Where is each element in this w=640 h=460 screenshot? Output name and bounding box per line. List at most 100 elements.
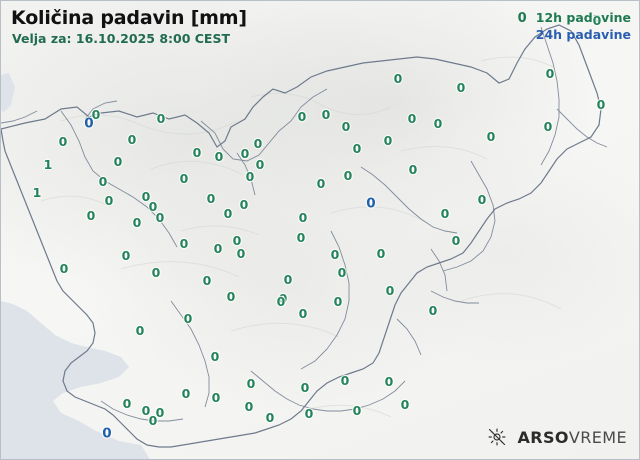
station-value: 0 xyxy=(333,293,343,309)
station-value: 0 xyxy=(132,214,142,230)
station-value: 0 xyxy=(141,188,151,204)
station-value: 0 xyxy=(210,348,220,364)
legend-sample-12h: 0 xyxy=(517,11,527,26)
station-value: 0 xyxy=(148,198,158,214)
station-value: 0 xyxy=(211,389,221,405)
station-value: 0 xyxy=(407,110,417,126)
station-value: 0 xyxy=(244,398,254,414)
station-value: 0 xyxy=(596,96,606,112)
station-value: 0 xyxy=(226,288,236,304)
station-value: 0 xyxy=(384,373,394,389)
station-value: 0 xyxy=(340,372,350,388)
station-value: 0 xyxy=(213,240,223,256)
station-value: 0 xyxy=(341,118,351,134)
station-value: 0 xyxy=(304,405,314,421)
station-value: 0 xyxy=(239,196,249,212)
brand-text: ARSOVREME xyxy=(517,428,627,447)
station-value: 0 xyxy=(179,170,189,186)
national-border xyxy=(1,24,602,448)
station-value: 0 xyxy=(321,106,331,122)
legend-row-24h: 24h padavine xyxy=(518,26,631,42)
station-value: 0 xyxy=(316,175,326,191)
station-value: 0 xyxy=(84,115,94,132)
legend-label-24h: 24h padavine xyxy=(535,27,631,42)
station-value: 0 xyxy=(343,167,353,183)
station-value: 0 xyxy=(148,412,158,428)
sea-area xyxy=(1,301,150,459)
valid-time-subtitle: Velja za: 16.10.2025 8:00 CEST xyxy=(12,31,230,46)
station-value: 0 xyxy=(330,246,340,262)
station-value: 0 xyxy=(98,173,108,189)
legend-label-12h: 12h padavine xyxy=(535,10,631,25)
station-value: 0 xyxy=(214,148,224,164)
station-value: 0 xyxy=(223,205,233,221)
station-value: 0 xyxy=(486,128,496,144)
station-value: 0 xyxy=(477,191,487,207)
station-value: 0 xyxy=(121,247,131,263)
station-value: 0 xyxy=(393,70,403,86)
station-value: 0 xyxy=(265,409,275,425)
station-value: 0 xyxy=(296,229,306,245)
station-value: 0 xyxy=(91,106,101,122)
station-value: 0 xyxy=(383,132,393,148)
station-value: 0 xyxy=(232,232,242,248)
station-value: 0 xyxy=(545,65,555,81)
station-value: 0 xyxy=(433,115,443,131)
station-value: 0 xyxy=(240,145,250,161)
station-value: 0 xyxy=(456,79,466,95)
station-value: 0 xyxy=(440,205,450,221)
station-value: 0 xyxy=(206,190,216,206)
brand-name-light: VREME xyxy=(568,427,627,447)
station-value: 0 xyxy=(253,135,263,151)
station-value: 0 xyxy=(366,195,376,212)
station-value: 0 xyxy=(300,379,310,395)
station-value: 0 xyxy=(352,402,362,418)
internal-boundaries xyxy=(1,26,608,422)
station-value: 0 xyxy=(181,385,191,401)
station-value: 0 xyxy=(592,12,602,28)
station-value: 0 xyxy=(400,396,410,412)
station-value: 0 xyxy=(385,282,395,298)
station-value: 0 xyxy=(298,305,308,321)
station-value: 0 xyxy=(156,110,166,126)
station-value: 0 xyxy=(102,425,112,442)
station-value: 0 xyxy=(278,290,288,306)
station-value: 0 xyxy=(255,156,265,172)
station-value: 0 xyxy=(113,153,123,169)
station-value: 0 xyxy=(135,322,145,338)
station-value: 0 xyxy=(59,260,69,276)
station-value: 0 xyxy=(179,235,189,251)
station-value: 0 xyxy=(352,140,362,156)
station-value: 0 xyxy=(122,395,132,411)
station-value: 0 xyxy=(283,271,293,287)
station-value: 0 xyxy=(192,144,202,160)
brand-logo: ARSOVREME xyxy=(487,427,627,447)
station-value: 0 xyxy=(245,168,255,184)
station-value: 0 xyxy=(298,209,308,225)
station-value: 0 xyxy=(451,232,461,248)
station-value: 0 xyxy=(236,245,246,261)
station-value: 1 xyxy=(32,184,42,200)
station-value: 0 xyxy=(246,375,256,391)
station-value: 0 xyxy=(183,310,193,326)
station-value: 0 xyxy=(141,402,151,418)
station-value: 0 xyxy=(428,302,438,318)
station-value: 0 xyxy=(127,131,137,147)
legend: 0 12h padavine 24h padavine xyxy=(518,9,631,42)
legend-row-12h: 0 12h padavine xyxy=(518,9,631,26)
page-title: Količina padavin [mm] xyxy=(11,7,247,29)
station-value: 0 xyxy=(276,293,286,309)
station-value: 0 xyxy=(58,133,68,149)
station-value: 0 xyxy=(151,264,161,280)
station-value: 0 xyxy=(104,192,114,208)
lake-area xyxy=(1,73,15,113)
station-value: 0 xyxy=(86,207,96,223)
station-value: 0 xyxy=(297,108,307,124)
station-value: 0 xyxy=(376,245,386,261)
sun-icon xyxy=(488,428,506,446)
brand-name-bold: ARSO xyxy=(517,427,569,447)
station-value: 0 xyxy=(543,118,553,134)
station-value: 0 xyxy=(155,404,165,420)
